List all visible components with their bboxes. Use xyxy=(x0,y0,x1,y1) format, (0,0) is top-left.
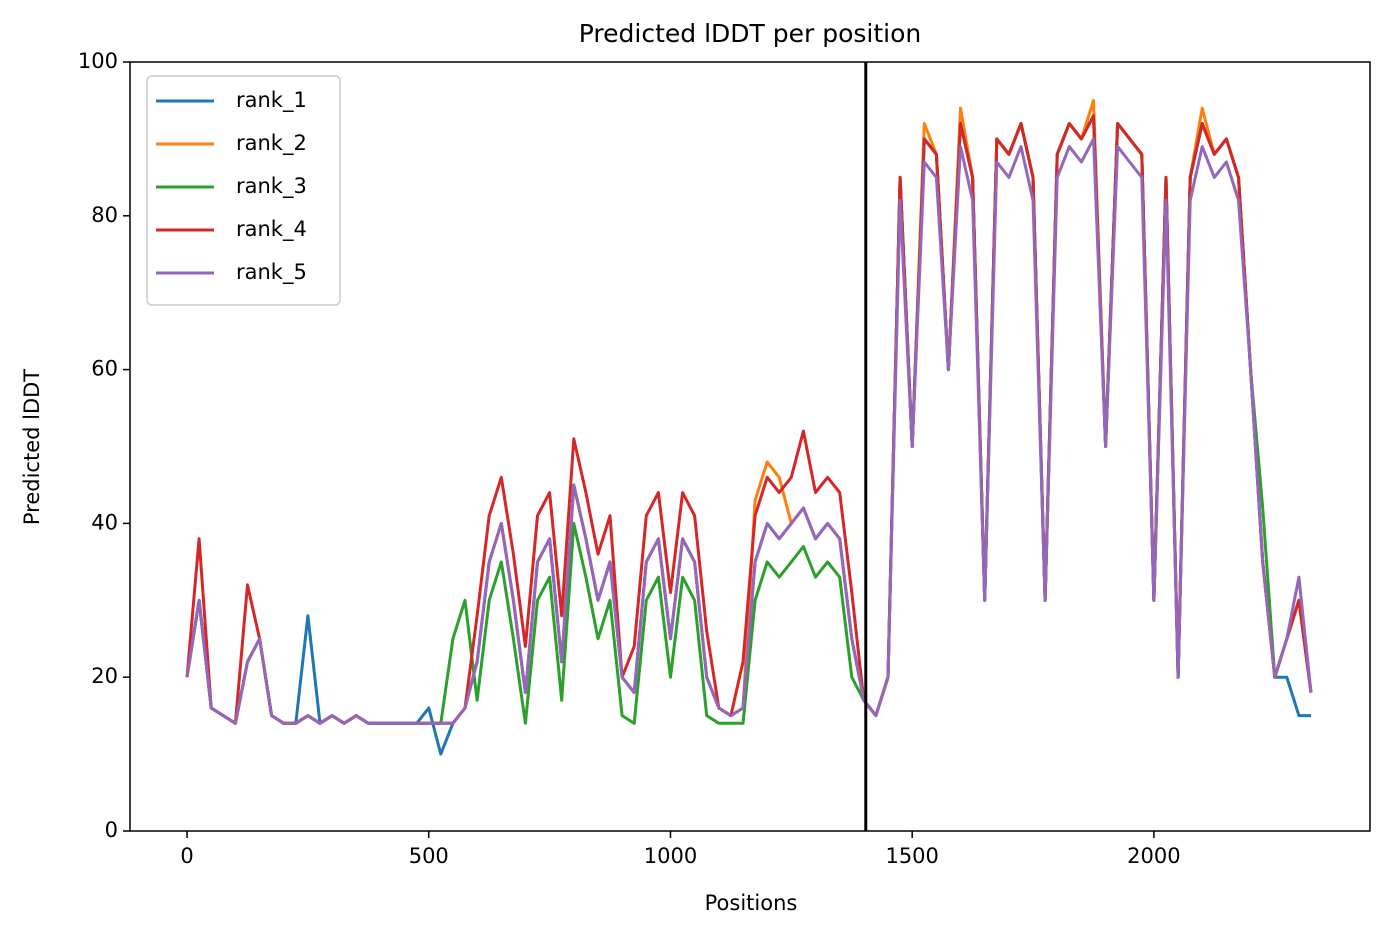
x-tick-label: 1000 xyxy=(644,844,697,868)
legend-label: rank_1 xyxy=(236,88,307,113)
series-line xyxy=(185,137,1313,725)
x-tick-label: 0 xyxy=(180,844,193,868)
legend-label: rank_5 xyxy=(236,260,307,285)
legend-label: rank_2 xyxy=(236,131,307,156)
y-axis-label: Predicted lDDT xyxy=(20,369,44,525)
x-tick-label: 2000 xyxy=(1127,844,1180,868)
y-tick-label: 20 xyxy=(91,664,118,688)
y-tick-label: 60 xyxy=(91,357,118,381)
chart-title: Predicted lDDT per position xyxy=(579,19,921,48)
legend-label: rank_4 xyxy=(236,217,307,242)
y-tick-label: 0 xyxy=(105,818,118,842)
legend-box xyxy=(146,75,341,306)
y-tick-label: 80 xyxy=(91,203,118,227)
y-tick-label: 40 xyxy=(91,510,118,534)
x-tick-label: 1500 xyxy=(885,844,938,868)
x-tick-label: 500 xyxy=(409,844,449,868)
x-axis-label: Positions xyxy=(705,891,798,915)
plot-frame xyxy=(129,61,1371,832)
y-tick-label: 100 xyxy=(78,49,118,73)
legend-label: rank_3 xyxy=(236,174,307,199)
